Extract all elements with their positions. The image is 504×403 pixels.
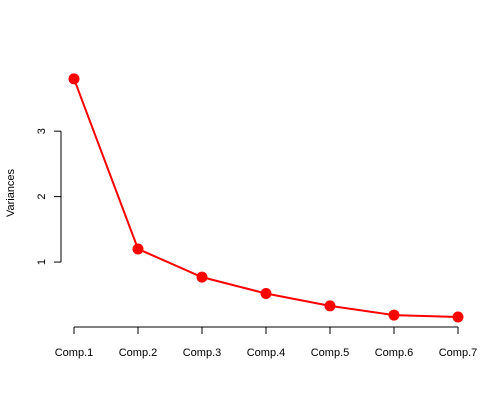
x-tick-label: Comp.5 [311,347,350,359]
x-tick-label: Comp.2 [119,347,158,359]
data-point [388,309,400,321]
x-axis: Comp.1 Comp.2 Comp.3 Comp.4 Comp.5 Comp.6 Comp… [55,326,478,359]
series-layer [68,73,464,323]
x-tick-label: Comp.3 [183,347,222,359]
y-tick-label: 2 [36,194,48,200]
data-point [324,300,336,312]
data-point [260,287,272,299]
y-tick-label: 3 [36,128,48,134]
data-point [132,243,144,255]
data-point [452,311,464,323]
x-tick-label: Comp.4 [247,347,286,359]
y-tick-label: 1 [36,259,48,265]
data-point [196,271,208,283]
x-tick-label: Comp.6 [375,347,414,359]
data-point [68,73,80,85]
y-axis-label: Variances [5,168,17,217]
x-tick-label: Comp.1 [55,347,94,359]
series-line [73,78,459,319]
y-axis: 1 2 3 [36,128,62,265]
x-tick-label: Comp.7 [439,347,478,359]
